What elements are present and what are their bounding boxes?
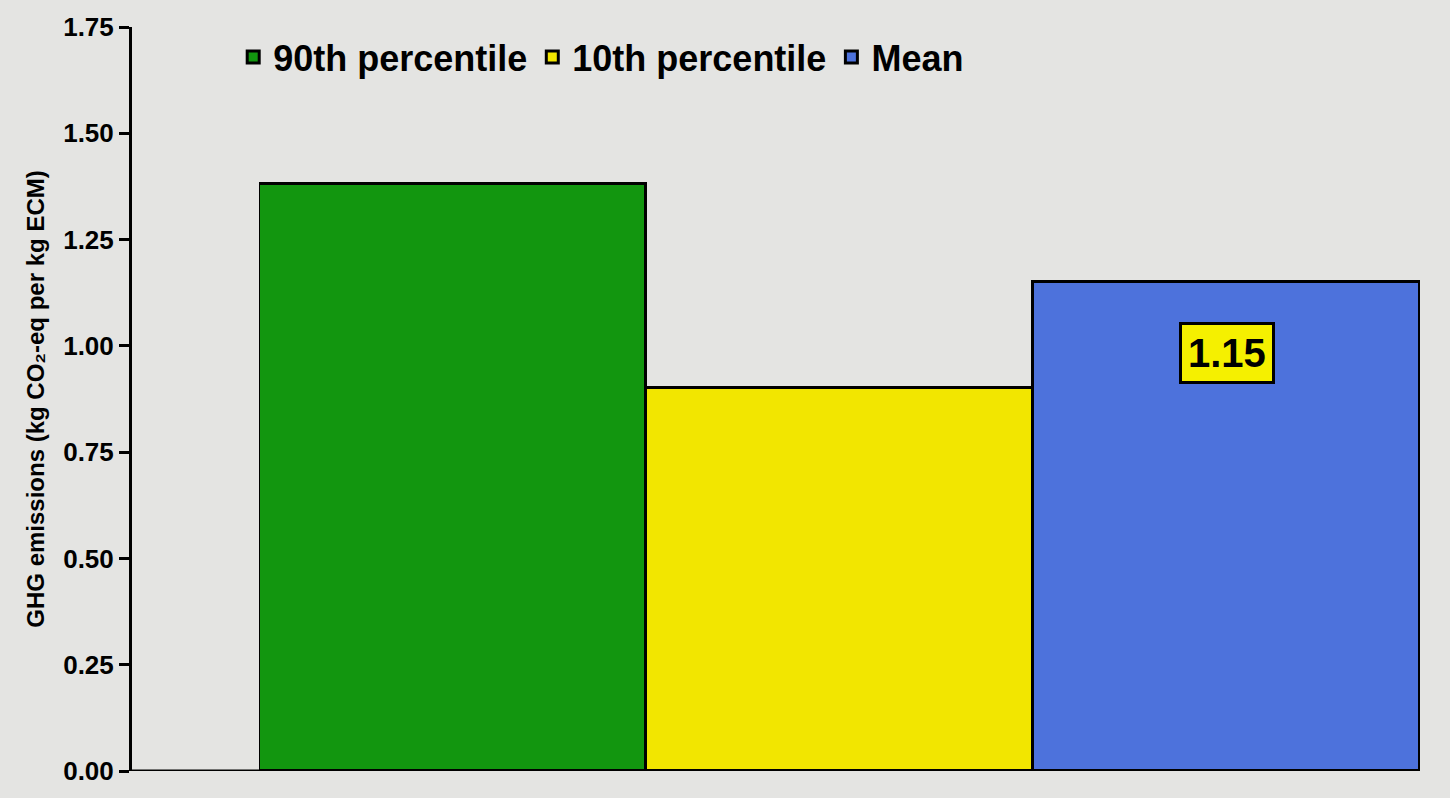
- svg-text:1.25: 1.25: [63, 225, 114, 255]
- svg-text:0.75: 0.75: [63, 437, 114, 467]
- svg-text:1.75: 1.75: [63, 12, 114, 42]
- svg-text:0.50: 0.50: [63, 544, 114, 574]
- svg-text:90th percentile: 90th percentile: [273, 38, 527, 79]
- svg-text:1.50: 1.50: [63, 118, 114, 148]
- svg-text:1.15: 1.15: [1188, 331, 1266, 375]
- svg-text:Mean: Mean: [871, 38, 963, 79]
- svg-text:0.00: 0.00: [63, 756, 114, 786]
- svg-text:10th percentile: 10th percentile: [572, 38, 826, 79]
- svg-text:1.00: 1.00: [63, 331, 114, 361]
- svg-text:GHG emissions (kg CO₂-eq per k: GHG emissions (kg CO₂-eq per kg ECM): [22, 170, 49, 627]
- svg-text:0.25: 0.25: [63, 650, 114, 680]
